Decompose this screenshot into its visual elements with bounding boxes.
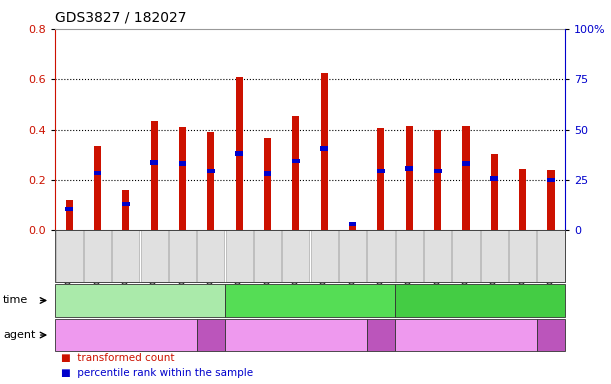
Bar: [434, 129, 441, 230]
Bar: [93, 170, 101, 175]
Bar: [547, 170, 555, 230]
Bar: [547, 178, 555, 182]
Text: 7 days post-SE: 7 days post-SE: [269, 295, 351, 306]
Text: GSM367718: GSM367718: [207, 229, 216, 284]
Bar: [292, 159, 300, 163]
Text: GSM367527: GSM367527: [65, 229, 74, 284]
Text: GSM367538: GSM367538: [263, 229, 272, 284]
Bar: [491, 177, 498, 181]
Text: GSM367546: GSM367546: [433, 229, 442, 284]
Text: time: time: [3, 295, 28, 306]
Text: GSM367721: GSM367721: [546, 229, 555, 284]
Text: pilocarpine: pilocarpine: [439, 330, 493, 340]
Text: GSM367534: GSM367534: [178, 229, 187, 284]
Text: GSM367540: GSM367540: [320, 229, 329, 284]
Bar: [434, 169, 442, 174]
Bar: [65, 200, 73, 230]
Text: GSM367551: GSM367551: [518, 229, 527, 284]
Text: GSM367528: GSM367528: [93, 229, 102, 284]
Text: GSM367548: GSM367548: [461, 229, 470, 284]
Bar: [151, 121, 158, 230]
Bar: [264, 171, 271, 176]
Text: agent: agent: [3, 330, 35, 340]
Bar: [178, 161, 186, 166]
Bar: [207, 132, 214, 230]
Bar: [320, 146, 328, 151]
Bar: [94, 146, 101, 230]
Bar: [377, 169, 385, 174]
Bar: [150, 160, 158, 165]
Bar: [321, 73, 327, 230]
Bar: [349, 222, 356, 226]
Text: GSM367549: GSM367549: [490, 229, 499, 284]
Bar: [349, 223, 356, 230]
Bar: [491, 154, 498, 230]
Text: GSM367531: GSM367531: [122, 229, 130, 284]
Text: immediate: immediate: [450, 295, 510, 306]
Bar: [519, 169, 526, 230]
Text: ■  percentile rank within the sample: ■ percentile rank within the sample: [61, 368, 253, 378]
Text: pilocarpine: pilocarpine: [99, 330, 153, 340]
Text: GSM367536: GSM367536: [235, 229, 244, 284]
Bar: [65, 207, 73, 211]
Text: GSM367719: GSM367719: [376, 229, 386, 284]
Text: GSM367545: GSM367545: [404, 229, 414, 284]
Text: GSM367541: GSM367541: [348, 229, 357, 284]
Bar: [122, 190, 130, 230]
Text: ■  transformed count: ■ transformed count: [61, 353, 175, 363]
Bar: [207, 169, 215, 174]
Bar: [264, 138, 271, 230]
Text: GSM367532: GSM367532: [150, 229, 159, 284]
Bar: [235, 151, 243, 156]
Bar: [405, 166, 413, 171]
Text: saline: saline: [197, 330, 225, 340]
Bar: [378, 128, 384, 230]
Bar: [462, 161, 470, 166]
Bar: [236, 77, 243, 230]
Bar: [122, 202, 130, 206]
Text: saline: saline: [367, 330, 395, 340]
Text: saline: saline: [536, 330, 565, 340]
Bar: [293, 116, 299, 230]
Text: 3 days post-SE: 3 days post-SE: [99, 295, 181, 306]
Text: pilocarpine: pilocarpine: [269, 330, 323, 340]
Text: GSM367539: GSM367539: [291, 229, 301, 284]
Bar: [406, 126, 413, 230]
Bar: [463, 126, 469, 230]
Text: GDS3827 / 182027: GDS3827 / 182027: [55, 11, 186, 25]
Bar: [179, 127, 186, 230]
